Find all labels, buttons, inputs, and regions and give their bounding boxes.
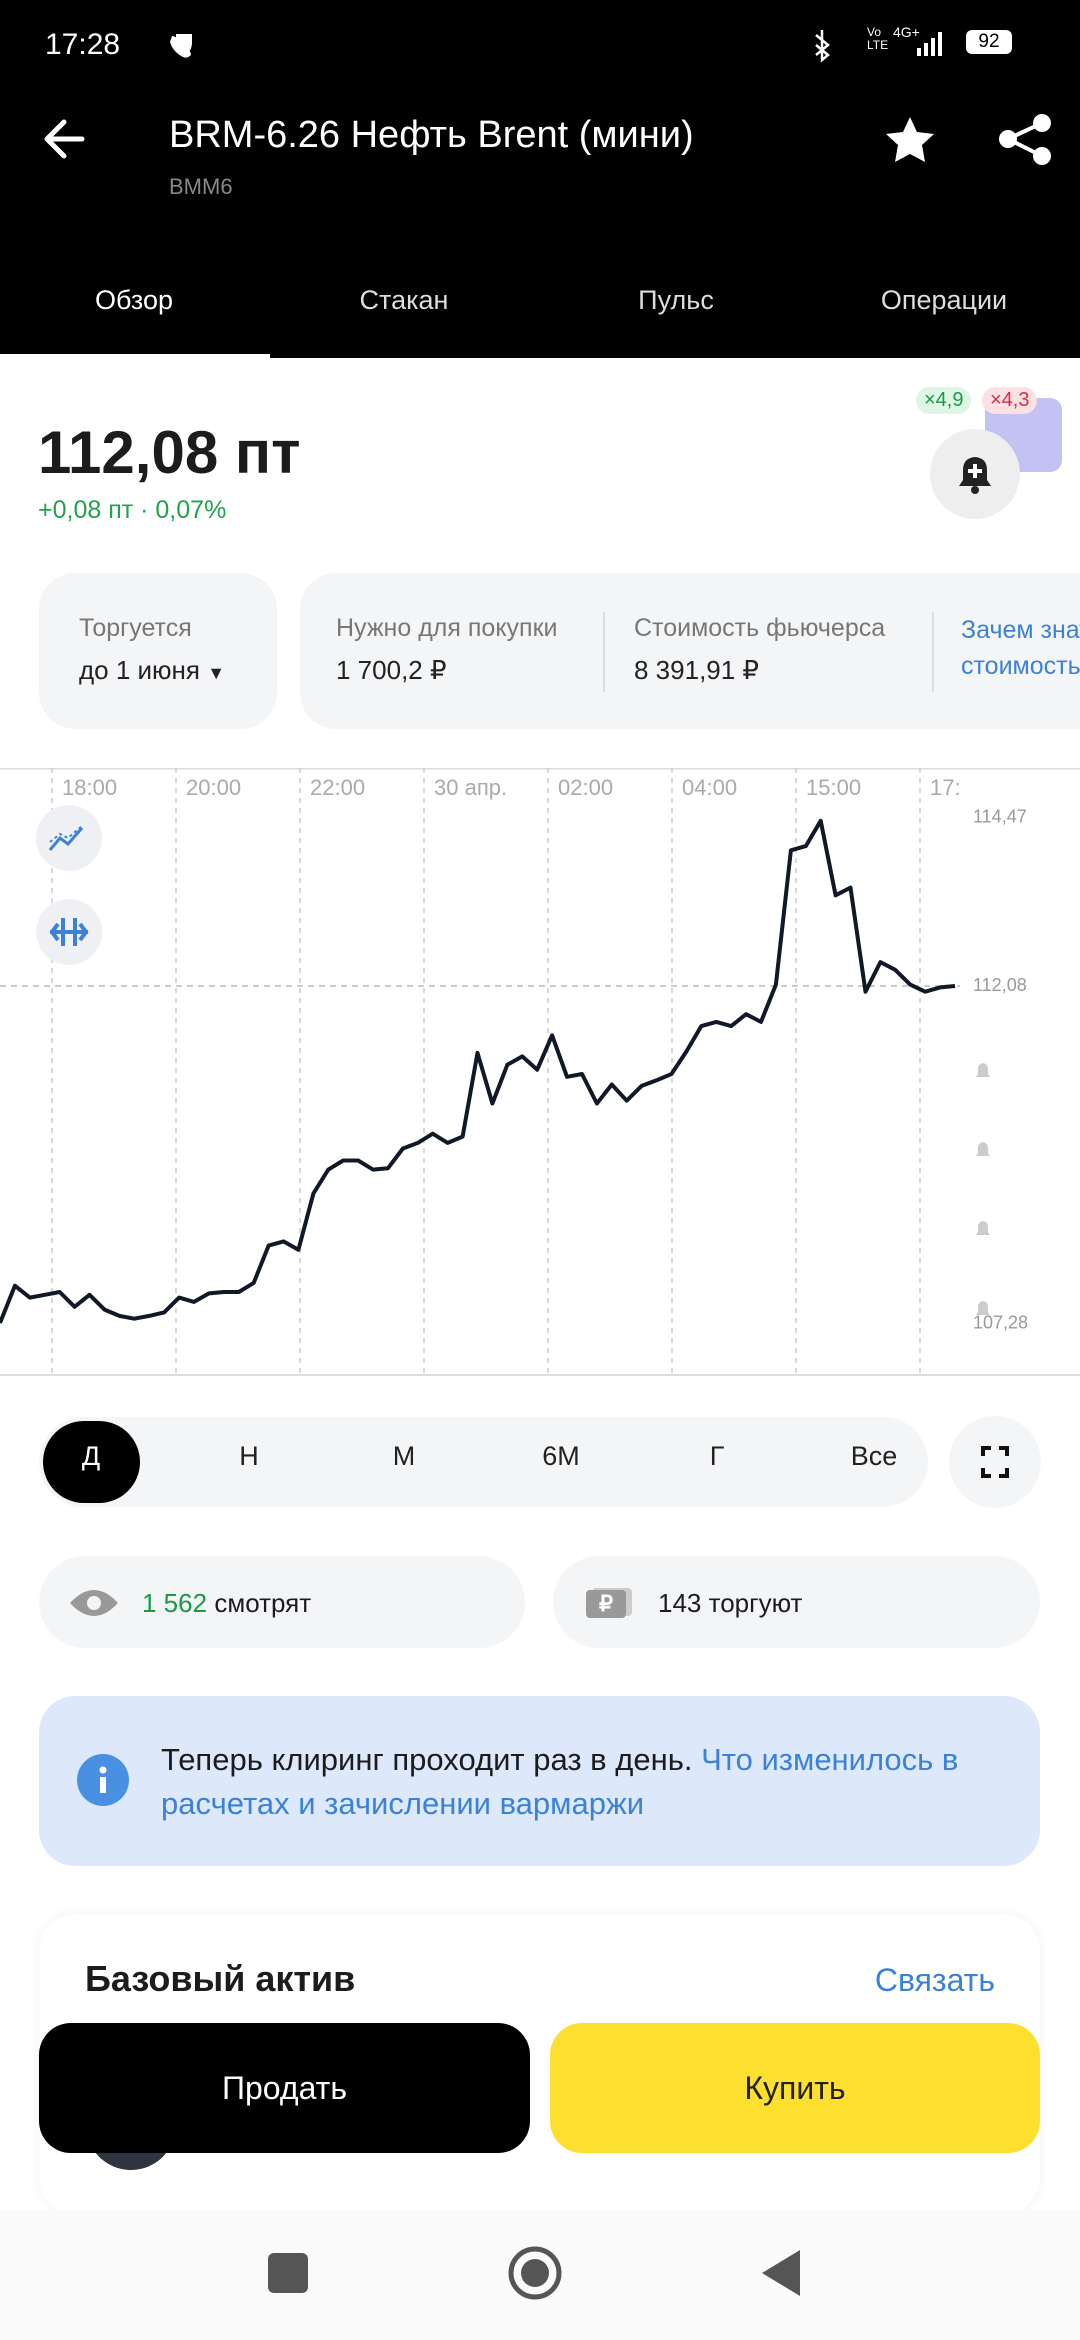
period-selected [43, 1421, 140, 1503]
favorite-button[interactable] [886, 117, 934, 162]
y-tick-label: 107,28 [973, 1312, 1028, 1332]
x-tick-label: 02:00 [558, 775, 613, 800]
y-tick-label: 112,08 [973, 975, 1027, 995]
header-icons [0, 30, 1051, 358]
tab[interactable]: Стакан [359, 285, 449, 315]
nav-bar [0, 2210, 1080, 2340]
period[interactable]: Все [850, 1441, 898, 1471]
card-label: Торгуется [79, 614, 192, 642]
drawing-button[interactable] [36, 899, 102, 965]
network: 4G+ [893, 24, 920, 40]
price-change: +0,08 пт · 0,07% [38, 496, 227, 524]
card-value: до 1 июня ▼ [79, 655, 226, 685]
price: 112,08 пт [38, 419, 301, 486]
period[interactable]: Н [239, 1441, 259, 1471]
y-tick-label: 114,47 [973, 807, 1027, 827]
card-value-text: до 1 июня [79, 655, 200, 685]
period[interactable]: Д [81, 1441, 101, 1471]
badge: ×4,3 [982, 387, 1038, 414]
traders-pill [553, 1556, 1040, 1648]
info-link-line: Зачем знать [961, 616, 1080, 644]
ticker: BMM6 [169, 174, 233, 199]
price-line-series [0, 818, 956, 1324]
x-tick-label: 18:00 [62, 775, 117, 800]
x-tick-label: 22:00 [310, 775, 365, 800]
notice-body: Теперь клиринг проходит раз в день. [161, 1742, 693, 1777]
title: BRM-6.26 Нефть Brent (мини) [169, 114, 694, 156]
indicator-button[interactable] [36, 805, 102, 871]
signal-icon [917, 32, 942, 56]
x-tick-label: 20:00 [186, 775, 241, 800]
notice [39, 1696, 1040, 1866]
info-icon [77, 1754, 129, 1806]
home-button[interactable] [508, 2246, 562, 2300]
watchers-count: 1 562 [142, 1588, 208, 1618]
period[interactable]: 6М [542, 1441, 580, 1471]
card-label: Нужно для покупки [336, 614, 558, 642]
x-axis: 18:00 20:00 22:00 30 апр. 02:00 04:00 15:00 17:… [51, 768, 985, 1375]
tab[interactable]: Пульс [638, 285, 714, 315]
info-link[interactable]: Зачем знать стоимость [961, 612, 1080, 684]
alert-button[interactable] [929, 428, 1021, 520]
watchers-label: смотрят [214, 1588, 312, 1618]
time: 17:28 [45, 28, 121, 61]
shield-icon [176, 34, 192, 56]
info-link-line: стоимость [961, 652, 1080, 680]
link-button[interactable]: Связать [874, 1962, 995, 1998]
period-selector [39, 1417, 928, 1507]
buy-button[interactable]: Купить [550, 2023, 1040, 2153]
alert-icons [976, 1063, 990, 1315]
vo: Vo [867, 25, 882, 39]
notice-text: Теперь клиринг проходит раз в день. Что … [161, 1738, 1011, 1826]
badge: ×4,9 [916, 387, 972, 414]
tab[interactable]: Операции [880, 285, 1008, 315]
watchers-pill [39, 1556, 525, 1648]
watchers: 1 562 смотрят [142, 1588, 311, 1619]
traders: 143 торгуют [658, 1588, 803, 1618]
lte: LTE [867, 38, 889, 52]
tab[interactable]: Обзор [95, 285, 173, 315]
battery: 92 [966, 30, 1012, 54]
card-label: Стоимость фьючерса [634, 614, 886, 642]
card [300, 573, 1080, 729]
period[interactable]: Г [709, 1441, 725, 1471]
notice-link[interactable]: Что изменилось в расчетах и зачислении в… [161, 1742, 959, 1821]
card[interactable] [39, 573, 277, 729]
back-button[interactable] [44, 119, 85, 159]
divider [932, 612, 934, 692]
share-button[interactable] [999, 114, 1051, 165]
header-bg [0, 0, 1080, 358]
ruble-icon: ₽ [586, 1588, 632, 1618]
chart: 18:00 20:00 22:00 30 апр. 02:00 04:00 15:00 17:… [0, 768, 1080, 1376]
card-value: 8 391,91 ₽ [634, 655, 759, 685]
svg-text:₽: ₽ [599, 1591, 613, 1616]
x-tick-label: 30 апр. [434, 775, 507, 800]
base-asset-title: Базовый актив [85, 1958, 356, 1999]
divider [603, 612, 605, 692]
fullscreen-button[interactable] [949, 1416, 1041, 1508]
bluetooth-icon [815, 30, 830, 63]
x-tick-label: 04:00 [682, 775, 737, 800]
sell-button[interactable]: Продать [39, 2023, 530, 2153]
x-tick-label: 15:00 [806, 775, 861, 800]
x-tick-label: 17:00 [930, 775, 985, 800]
tab-indicator [0, 354, 270, 358]
volte: Vo LTE [867, 26, 888, 52]
back-nav-button[interactable] [762, 2250, 800, 2296]
recents-button[interactable] [268, 2253, 308, 2293]
period[interactable]: М [392, 1441, 416, 1471]
card-value: 1 700,2 ₽ [336, 655, 447, 685]
eye-icon [70, 1590, 118, 1616]
